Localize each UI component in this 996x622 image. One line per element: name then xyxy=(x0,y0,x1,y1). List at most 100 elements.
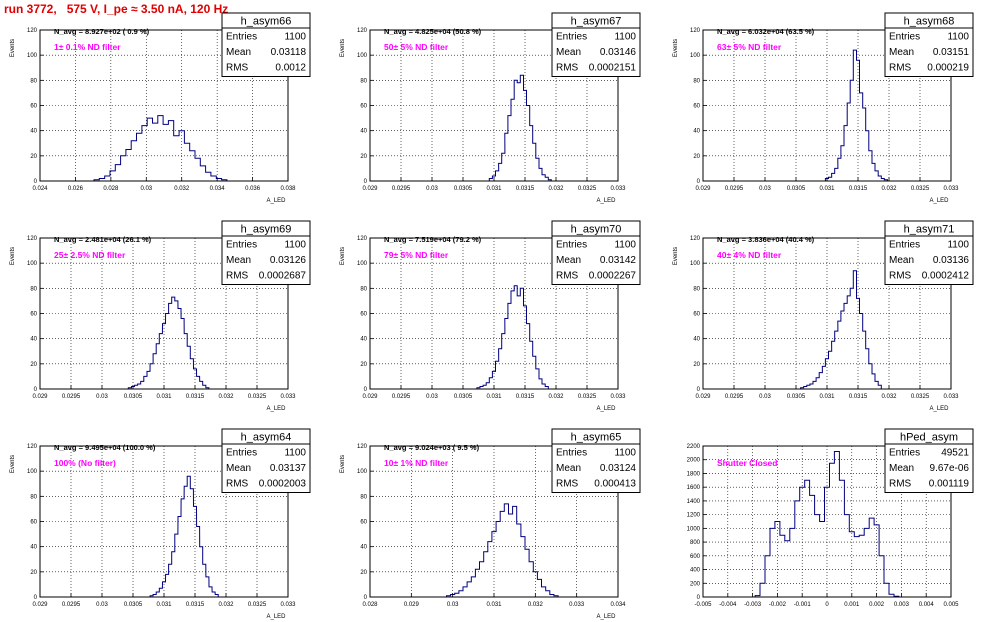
histogram-bin xyxy=(835,168,838,181)
histogram-bin xyxy=(869,518,874,597)
x-tick-label: 0.031 xyxy=(819,394,835,400)
histogram-panel-h_asym69: 0.029 0.0295 0.03 0.0305 0.031 0.0315 0.032 0.0… xyxy=(10,220,311,412)
histogram-panel-h_asym66: 0.024 0.026 0.028 0.03 0.032 0.034 0.036 0.038 0… xyxy=(10,12,311,204)
histogram-bin xyxy=(815,515,820,597)
histogram-bin xyxy=(844,303,847,389)
stats-value-mean: 0.03136 xyxy=(933,255,970,266)
histogram-bin xyxy=(500,511,504,597)
histogram-bin xyxy=(499,163,502,181)
histogram-bin xyxy=(499,349,502,389)
histogram-bin xyxy=(174,136,179,181)
stats-box: h_asym65 Entries 1100 Mean 0.03124 RMS 0.00041… xyxy=(551,428,641,493)
histogram-bin xyxy=(197,376,200,389)
stats-box-title: h_asym70 xyxy=(571,224,622,236)
filter-label: 100% (No filter) xyxy=(54,458,116,468)
x-tick-label: 0.03 xyxy=(96,602,108,608)
histogram-bin xyxy=(517,296,520,389)
histogram-bin xyxy=(162,324,165,389)
histogram-bin xyxy=(169,564,172,597)
y-tick-label: 40 xyxy=(693,129,700,135)
histogram-bin xyxy=(838,158,841,181)
y-tick-label: 2200 xyxy=(687,444,701,450)
histogram-bin xyxy=(520,75,523,181)
y-tick-label: 120 xyxy=(27,444,38,450)
y-tick-label: 1400 xyxy=(687,499,701,505)
x-axis-label: A_LED xyxy=(929,406,949,412)
stats-box-frame xyxy=(551,428,641,493)
histogram-bin xyxy=(206,172,211,181)
y-tick-label: 40 xyxy=(360,545,367,551)
x-tick-label: 0.03 xyxy=(426,394,438,400)
x-tick-label: 0.029 xyxy=(695,394,711,400)
x-tick-label: 0.038 xyxy=(280,186,296,192)
histogram-bin xyxy=(863,108,866,181)
stats-value-entries: 1100 xyxy=(614,32,636,43)
stats-value-rms: 0.0002267 xyxy=(589,271,637,282)
histogram-bin xyxy=(492,532,496,597)
filter-label: 50± 5% ND filter xyxy=(384,42,449,52)
histogram-bin xyxy=(105,176,110,181)
stats-key-entries: Entries xyxy=(889,240,920,251)
n-avg-label: N_avg = 3.836e+04 (40.4 %) xyxy=(717,235,815,244)
histogram-bin xyxy=(545,177,548,181)
stats-value-entries: 1100 xyxy=(947,240,969,251)
y-tick-label: 20 xyxy=(693,362,700,368)
x-tick-label: 0.0315 xyxy=(849,394,868,400)
y-tick-label: 0 xyxy=(364,179,368,185)
histogram-bin xyxy=(517,524,521,597)
histogram-bin xyxy=(847,103,850,181)
histogram-bin xyxy=(175,534,178,597)
y-tick-label: 20 xyxy=(360,362,367,368)
histogram-bin xyxy=(829,463,834,597)
histogram-bin xyxy=(800,487,805,597)
stats-key-mean: Mean xyxy=(556,255,581,266)
stats-value-mean: 0.03126 xyxy=(270,255,307,266)
histogram-bin xyxy=(835,331,838,389)
x-tick-label: 0.004 xyxy=(919,602,935,608)
y-tick-label: 2000 xyxy=(687,458,701,464)
x-tick-label: 0.031 xyxy=(156,394,172,400)
stats-key-entries: Entries xyxy=(889,448,920,459)
histogram-bin xyxy=(853,271,856,389)
histogram-bin xyxy=(488,542,492,597)
histogram-bin xyxy=(172,297,175,389)
histogram-bin xyxy=(841,146,844,181)
histogram-bin xyxy=(496,171,499,181)
histogram-bin xyxy=(190,489,193,597)
histogram-bin xyxy=(829,177,832,181)
histogram-line-h_asym66 xyxy=(93,115,228,181)
histogram-bin xyxy=(546,591,550,597)
n-avg-label: N_avg = 8.927e+02 ( 0.9 %) xyxy=(54,27,150,36)
histogram-bin xyxy=(166,574,169,597)
x-tick-label: 0.0325 xyxy=(248,602,267,608)
histogram-bin xyxy=(159,334,162,389)
histogram-bin xyxy=(172,552,175,597)
histogram-bin xyxy=(195,158,200,181)
histogram-bin xyxy=(822,366,825,389)
histogram-bin xyxy=(529,562,533,597)
stats-value-mean: 9.67e-06 xyxy=(930,463,970,474)
y-tick-label: 0 xyxy=(364,595,368,601)
histogram-bin xyxy=(511,99,514,181)
stats-key-entries: Entries xyxy=(889,32,920,43)
x-tick-label: 0.03 xyxy=(447,602,459,608)
y-tick-label: 120 xyxy=(690,236,701,242)
x-tick-label: 0.033 xyxy=(610,186,626,192)
histogram-bin xyxy=(505,133,508,181)
histogram-bin xyxy=(190,359,193,389)
stats-key-mean: Mean xyxy=(889,463,914,474)
histogram-line-h_asym69 xyxy=(127,296,210,389)
stats-key-entries: Entries xyxy=(556,32,587,43)
histogram-bin xyxy=(533,356,536,389)
stats-value-mean: 0.03118 xyxy=(271,47,307,58)
stats-key-rms: RMS xyxy=(889,479,912,490)
x-tick-label: 0.03 xyxy=(140,186,152,192)
stats-box-frame xyxy=(221,428,311,493)
n-avg-label: N_avg = 9.024e+03 ( 9.5 %) xyxy=(384,443,480,452)
x-tick-label: 0.002 xyxy=(869,602,885,608)
y-tick-label: 60 xyxy=(30,104,37,110)
y-tick-label: 80 xyxy=(360,494,367,500)
x-axis-label: A_LED xyxy=(929,198,949,204)
filter-label: 1± 0.1% ND filter xyxy=(54,42,121,52)
